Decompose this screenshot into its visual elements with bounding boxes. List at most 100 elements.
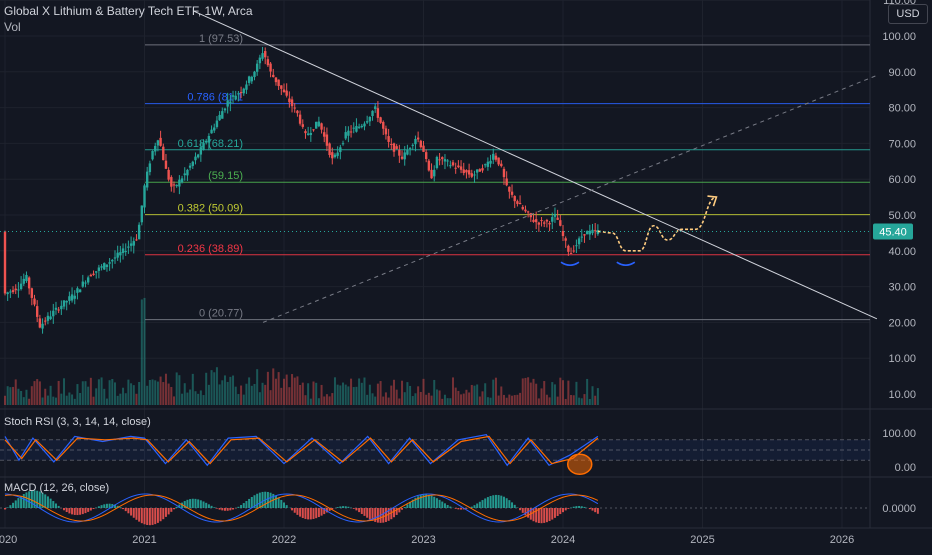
macd-histogram-bar	[460, 508, 462, 510]
macd-histogram-bar	[138, 508, 140, 522]
volume-bar	[463, 394, 465, 405]
macd-histogram-bar	[473, 505, 475, 508]
price-axis-label: 70.00	[888, 138, 916, 150]
volume-bar	[495, 378, 497, 405]
volume-bar	[52, 397, 54, 405]
candle-body	[167, 170, 169, 180]
volume-bar	[267, 372, 269, 405]
candle-body	[457, 166, 459, 168]
candle-body	[318, 122, 320, 127]
candle-body	[304, 131, 306, 133]
macd-histogram-bar	[511, 502, 513, 508]
candle-body	[581, 237, 583, 238]
macd-histogram-bar	[15, 500, 17, 508]
volume-bar	[60, 394, 62, 405]
candle-body	[476, 169, 478, 172]
candle-body	[63, 300, 65, 306]
volume-bar	[417, 386, 419, 405]
candle-body	[310, 133, 312, 135]
candle-body	[546, 220, 548, 222]
volume-bar	[420, 392, 422, 405]
candle-body	[516, 201, 518, 204]
macd-histogram-bar	[543, 508, 545, 523]
candle-body	[393, 143, 395, 151]
candle-body	[197, 155, 199, 158]
macd-histogram-bar	[431, 496, 433, 508]
macd-histogram-bar	[162, 508, 164, 519]
candle-body	[339, 147, 341, 152]
candle-body	[119, 252, 121, 255]
macd-histogram-bar	[200, 500, 202, 508]
macd-histogram-bar	[68, 508, 70, 513]
volume-bar	[283, 379, 285, 405]
candle-body	[422, 146, 424, 152]
macd-histogram-bar	[50, 499, 52, 508]
macd-histogram-bar	[554, 508, 556, 518]
macd-histogram-bar	[160, 508, 162, 521]
volume-bar	[79, 393, 81, 405]
candle-body	[345, 132, 347, 138]
volume-bar	[307, 383, 309, 405]
macd-histogram-bar	[9, 505, 11, 508]
macd-histogram-bar	[267, 492, 269, 508]
price-axis-label: 20.00	[888, 317, 916, 329]
volume-bar	[396, 390, 398, 405]
volume-bar	[34, 381, 36, 405]
volume-bar	[452, 377, 454, 405]
macd-histogram-bar	[514, 505, 516, 508]
candle-body	[138, 225, 140, 240]
macd-histogram-bar	[213, 507, 215, 508]
volume-bar	[465, 390, 467, 405]
candle-body	[143, 185, 145, 207]
volume-bar	[557, 397, 559, 405]
volume-bar	[329, 396, 331, 405]
candle-body	[15, 289, 17, 291]
volume-bar	[74, 399, 76, 405]
macd-histogram-bar	[506, 498, 508, 508]
candle-body	[567, 246, 569, 252]
macd-histogram-bar	[135, 508, 137, 520]
volume-bar	[109, 380, 111, 405]
volume-bar	[95, 388, 97, 405]
volume-bar	[232, 376, 234, 405]
macd-histogram-bar	[286, 505, 288, 508]
volume-bar	[84, 381, 86, 405]
candle-body	[551, 217, 553, 222]
candle-body	[194, 157, 196, 161]
volume-bar	[546, 395, 548, 405]
macd-histogram-bar	[87, 508, 89, 512]
candle-body	[377, 108, 379, 118]
candle-body	[331, 152, 333, 158]
candle-body	[243, 89, 245, 94]
candle-body	[428, 161, 430, 171]
candle-body	[575, 245, 577, 246]
macd-histogram-bar	[165, 508, 167, 517]
volume-bar	[334, 377, 336, 405]
candle-body	[157, 140, 159, 145]
candle-body	[23, 279, 25, 284]
volume-bar	[315, 383, 317, 405]
candle-body	[323, 132, 325, 137]
volume-bar	[398, 398, 400, 405]
candle-body	[412, 145, 414, 146]
macd-histogram-bar	[203, 501, 205, 508]
fib-level-label: (59.15)	[208, 170, 243, 182]
macd-histogram-bar	[192, 499, 194, 508]
macd-histogram-bar	[208, 504, 210, 508]
currency-button[interactable]: USD	[888, 4, 928, 24]
volume-bar	[216, 367, 218, 405]
candle-body	[463, 169, 465, 173]
candle-body	[556, 218, 558, 220]
candle-body	[554, 214, 556, 217]
volume-bar	[538, 398, 540, 405]
macd-histogram-bar	[304, 508, 306, 519]
candle-body	[184, 173, 186, 175]
volume-bar	[543, 381, 545, 405]
candle-body	[291, 99, 293, 106]
dashed-trendline	[263, 75, 877, 322]
candle-body	[213, 127, 215, 130]
candle-body	[562, 231, 564, 236]
volume-bar	[256, 369, 258, 405]
